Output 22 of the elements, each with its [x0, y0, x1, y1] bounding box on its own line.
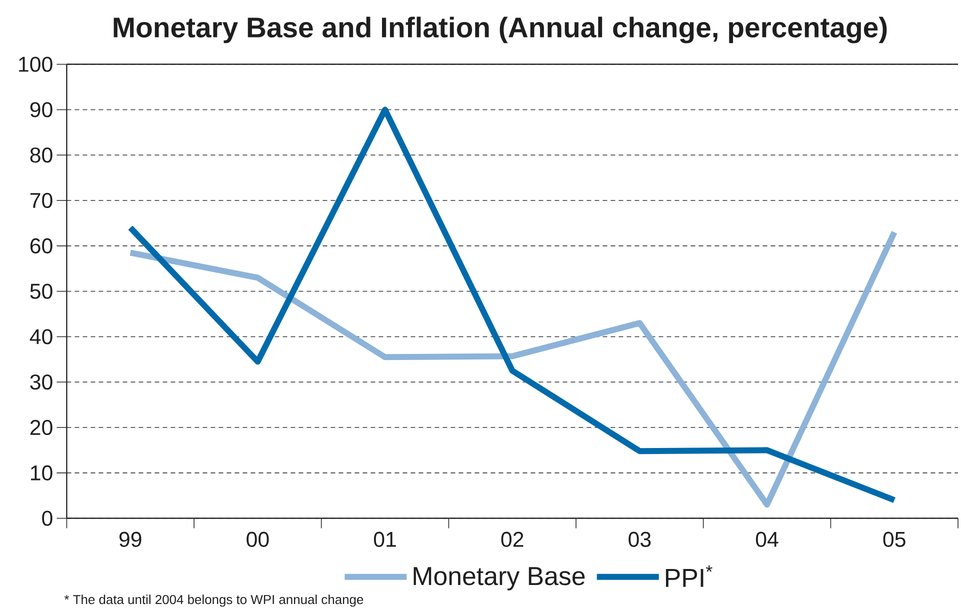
y-tick-label: 90: [30, 102, 52, 118]
y-tick-label: 20: [30, 420, 52, 436]
y-tick-label: 50: [30, 284, 52, 299]
y-tick-label: 10: [30, 465, 52, 480]
x-tick-label: 00: [246, 532, 269, 547]
legend-label: Monetary Base: [414, 567, 585, 590]
y-tick-label: 100: [19, 56, 52, 72]
x-tick-label: 01: [374, 532, 396, 547]
x-tick-label: 99: [119, 532, 142, 547]
y-tick-label: 40: [30, 329, 52, 344]
chart-title: Monetary Base and Inflation (Annual change, percentage): [114, 16, 887, 44]
y-tick-label: 0: [42, 510, 52, 526]
y-tick-label: 30: [30, 374, 52, 390]
y-tick-label: 60: [30, 238, 52, 254]
x-tick-label: 02: [501, 532, 524, 547]
y-tick-label: 70: [30, 192, 52, 208]
legend-label: PPI$^{*}$: [666, 565, 712, 587]
x-tick-label: 03: [628, 532, 651, 547]
y-tick-label: 80: [30, 148, 52, 163]
x-tick-label: 05: [883, 532, 906, 547]
text: * The data until 2004 belongs to WPI annual change: [64, 594, 364, 607]
x-tick-label: 04: [756, 532, 778, 547]
